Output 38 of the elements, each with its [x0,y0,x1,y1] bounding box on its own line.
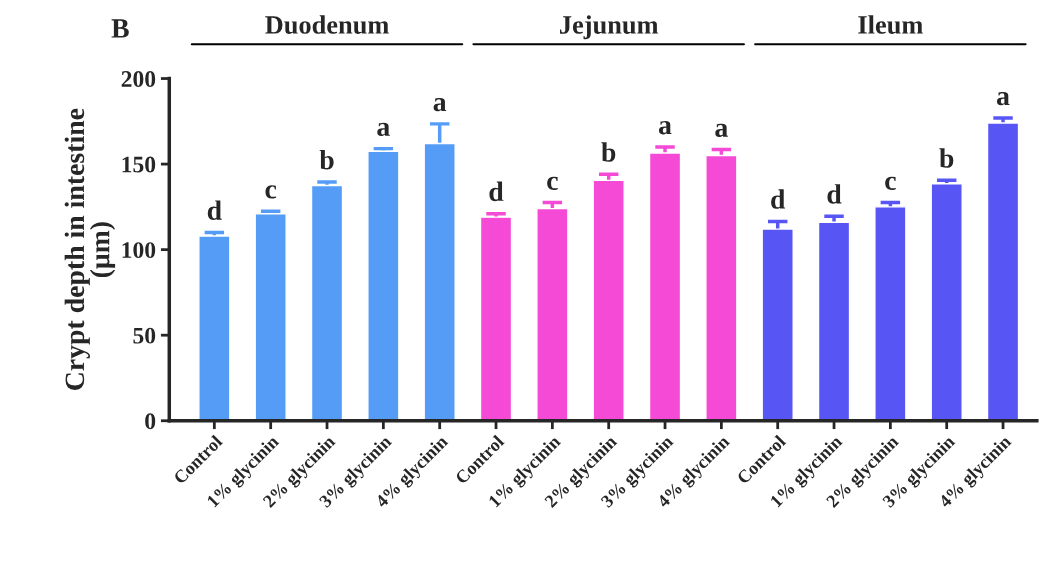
bar [930,183,963,421]
y-tick-label: 100 [122,242,156,259]
data-label: a [996,92,1010,106]
text: B [111,19,129,38]
text: Jejunum [560,15,659,40]
data-label: a [715,123,728,137]
data-label: c [265,185,277,199]
data-label: d [489,181,504,202]
bar [310,184,344,421]
text: Duodenum [265,15,389,34]
bar [817,221,851,421]
data-label: d [771,189,786,209]
bar [479,216,513,421]
data-label: a [377,122,390,137]
y-tick-label: 0 [145,413,156,430]
bar [367,150,400,421]
data-label: b [601,142,616,162]
data-label: d [827,184,842,204]
bar [705,154,738,421]
y-axis-title: Crypt depth in intestine (μm) [64,108,116,390]
data-label: a [658,121,672,135]
bar [874,206,907,421]
bar [198,235,231,421]
data-label: a [433,97,447,112]
bar [592,179,625,421]
data-label: d [207,200,222,220]
data-label: b [939,148,954,168]
y-tick-label: 50 [133,327,156,344]
data-label: c [547,176,558,190]
bar [254,213,287,421]
bar [986,122,1020,421]
text: Ileum [858,15,923,34]
data-label: c [885,176,896,190]
bar [648,152,682,421]
y-tick-label: 200 [121,71,156,87]
bar [536,207,569,421]
y-tick-label: 150 [122,156,156,173]
data-label: b [319,149,334,170]
